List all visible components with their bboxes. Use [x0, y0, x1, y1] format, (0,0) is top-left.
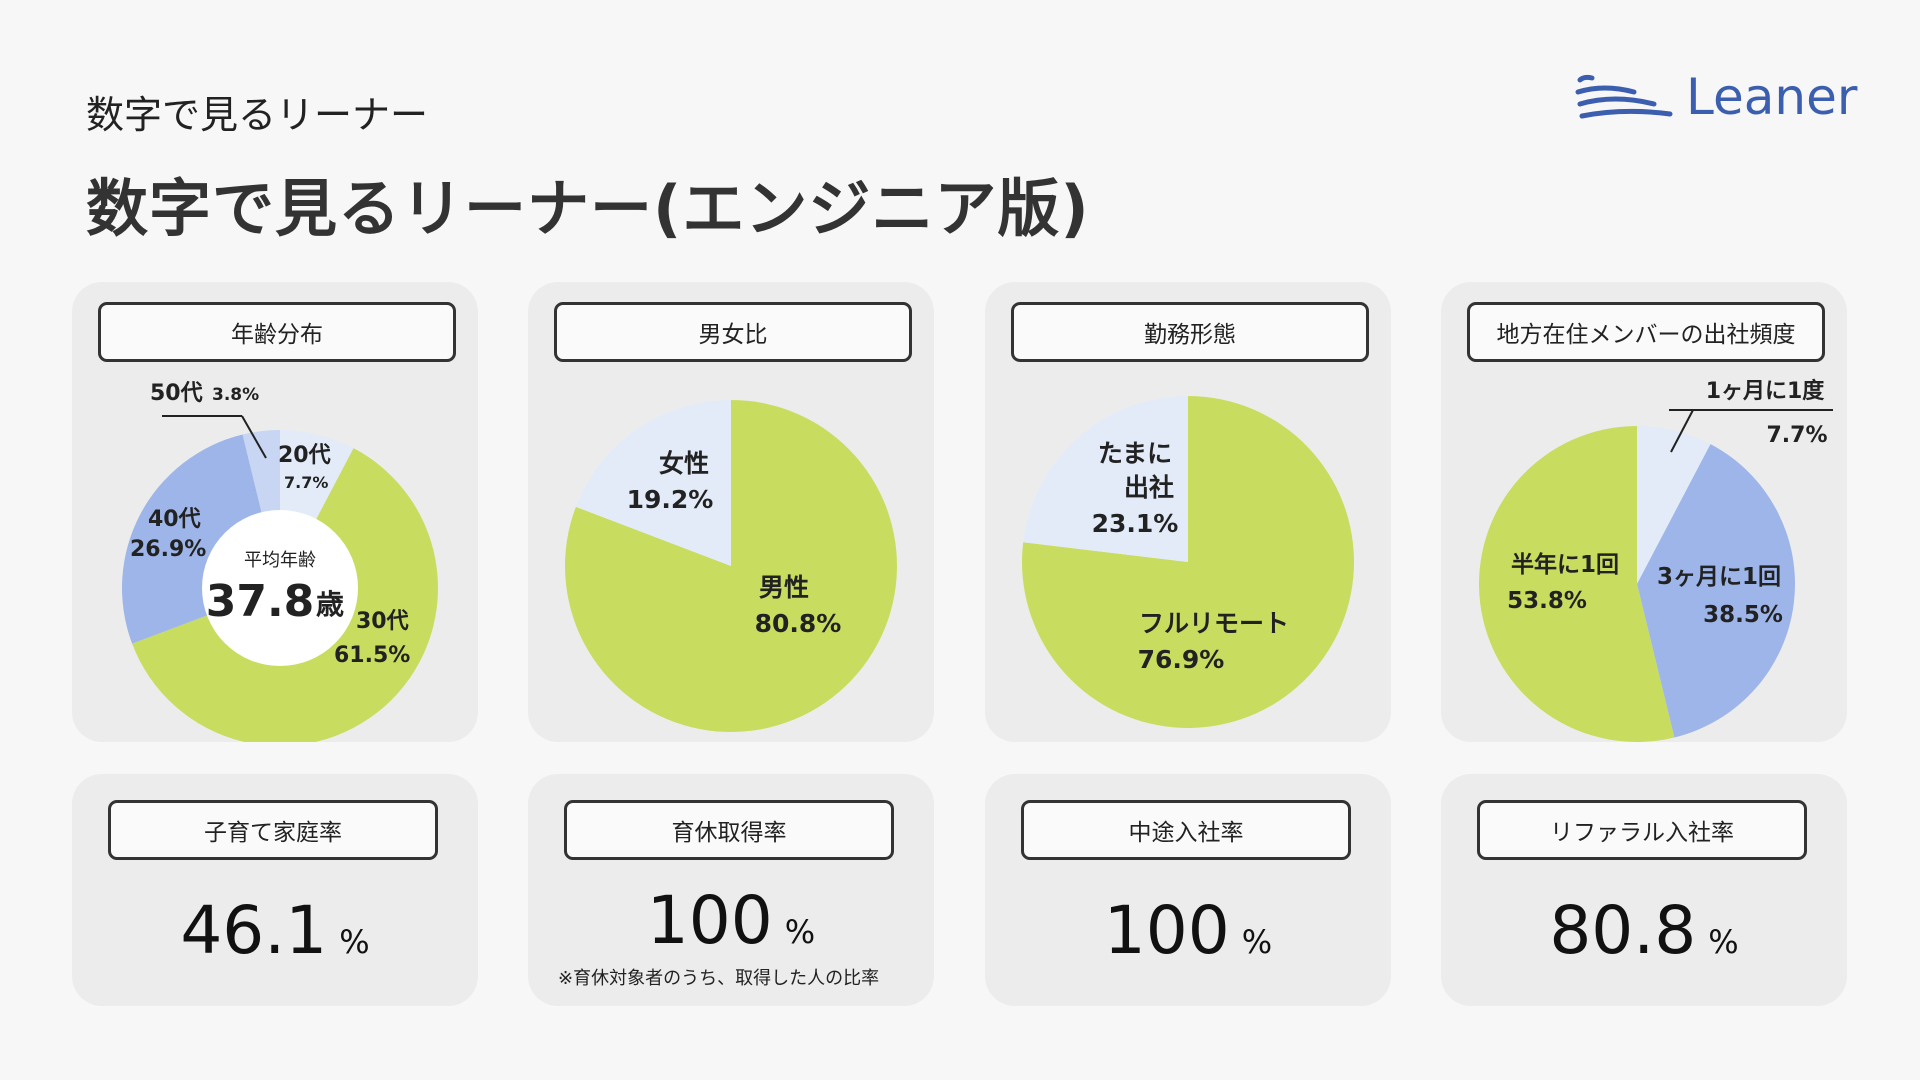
- childcare-unit: %: [339, 923, 370, 961]
- parental-leave-card: 育休取得率 100 % ※育休対象者のうち、取得した人の比率: [528, 774, 934, 1006]
- referral-card: リファラル入社率 80.8 %: [1441, 774, 1847, 1006]
- label-remote-name: フルリモート: [1139, 609, 1289, 638]
- parental-leave-card-label: 育休取得率: [564, 800, 894, 860]
- work-card: 勤務形態 たまに 出社 23.1% フルリモート 76.9%: [985, 282, 1391, 742]
- label-female-pct: 19.2%: [627, 485, 714, 514]
- pie-slice-女性: [575, 400, 731, 566]
- label-40s-name: 40代: [148, 507, 201, 532]
- avg-age-value: 37.8: [206, 576, 315, 627]
- parental-leave-note: ※育休対象者のうち、取得した人の比率: [558, 968, 880, 989]
- midcareer-card-label: 中途入社率: [1021, 800, 1351, 860]
- page-subtitle: 数字で見るリーナー: [86, 93, 429, 137]
- label-halfyear-pct: 53.8%: [1507, 588, 1587, 614]
- label-20s-name: 20代: [278, 443, 331, 468]
- label-office-line2: 出社: [1124, 473, 1174, 502]
- avg-age-unit: 歳: [316, 588, 344, 621]
- label-office-line1: たまに: [1098, 439, 1172, 468]
- leaner-logo-icon: [1575, 74, 1673, 119]
- age-donut-chart: 平均年齢 37.8 歳 50代 3.8% 20代 7.7% 40代 26.9% …: [121, 381, 438, 742]
- office-freq-card: 地方在住メンバーの出社頻度 1ヶ月に1度 7.7% 3ヶ月に1回 38.5% 半…: [1441, 282, 1847, 742]
- label-quarterly-pct: 38.5%: [1703, 602, 1783, 628]
- parental-leave-value: 100: [646, 882, 773, 959]
- referral-value: 80.8: [1549, 892, 1697, 969]
- label-30s-name: 30代: [356, 609, 409, 634]
- avg-age-label: 平均年齢: [244, 550, 316, 571]
- pie-slice-3ヶ月に1回: [1637, 444, 1795, 738]
- page-title: 数字で見るリーナー(エンジニア版): [86, 172, 1090, 245]
- age-card-label: 年齢分布: [98, 302, 456, 362]
- parental-leave-unit: %: [784, 913, 816, 951]
- gender-card-label: 男女比: [554, 302, 912, 362]
- donut-hole: [202, 510, 358, 666]
- label-monthly-pct: 7.7%: [1766, 423, 1827, 448]
- label-halfyear-name: 半年に1回: [1511, 551, 1619, 578]
- age-card: 年齢分布 平均年齢 37.8 歳 50代 3.8% 20代 7.7% 40代 2…: [72, 282, 478, 742]
- pie-slice-たまに出社: [1023, 396, 1188, 562]
- leaner-logo: Leaner: [1574, 64, 1858, 134]
- logo-text: Leaner: [1686, 68, 1858, 126]
- label-50s-pct: 3.8%: [212, 385, 259, 405]
- label-office-pct: 23.1%: [1092, 509, 1179, 538]
- midcareer-value: 100: [1103, 892, 1230, 969]
- gender-card: 男女比 女性 19.2% 男性 80.8%: [528, 282, 934, 742]
- gender-pie-chart: 女性 19.2% 男性 80.8%: [565, 400, 897, 732]
- work-card-label: 勤務形態: [1011, 302, 1369, 362]
- referral-card-label: リファラル入社率: [1477, 800, 1807, 860]
- label-leader-monthly-diag: [1670, 409, 1694, 453]
- office-freq-pie-chart: 1ヶ月に1度 7.7% 3ヶ月に1回 38.5% 半年に1回 53.8%: [1479, 378, 1833, 742]
- midcareer-card: 中途入社率 100 %: [985, 774, 1391, 1006]
- midcareer-stat: 100 %: [985, 892, 1391, 969]
- pie-slice-1ヶ月に1度: [1637, 426, 1711, 584]
- midcareer-unit: %: [1241, 923, 1273, 961]
- childcare-card-label: 子育て家庭率: [108, 800, 438, 860]
- childcare-stat: 46.1 %: [72, 892, 478, 969]
- label-male-name: 男性: [759, 573, 809, 602]
- childcare-card: 子育て家庭率 46.1 %: [72, 774, 478, 1006]
- label-monthly-name: 1ヶ月に1度: [1706, 378, 1826, 404]
- parental-leave-stat: 100 %: [528, 882, 934, 959]
- pie-slice-半年に1回: [1479, 426, 1675, 742]
- label-male-pct: 80.8%: [755, 609, 842, 638]
- label-remote-pct: 76.9%: [1138, 645, 1225, 674]
- referral-unit: %: [1708, 923, 1739, 961]
- childcare-value: 46.1: [180, 892, 328, 969]
- label-50s-name: 50代: [150, 381, 203, 406]
- label-leader-50s-diag: [241, 415, 267, 459]
- label-40s-pct: 26.9%: [130, 537, 206, 562]
- referral-stat: 80.8 %: [1441, 892, 1847, 969]
- label-female-name: 女性: [659, 449, 709, 478]
- label-20s-pct: 7.7%: [284, 473, 328, 492]
- work-pie-chart: たまに 出社 23.1% フルリモート 76.9%: [1022, 396, 1354, 728]
- label-quarterly-name: 3ヶ月に1回: [1657, 564, 1781, 590]
- office-freq-card-label: 地方在住メンバーの出社頻度: [1467, 302, 1825, 362]
- label-30s-pct: 61.5%: [334, 643, 410, 668]
